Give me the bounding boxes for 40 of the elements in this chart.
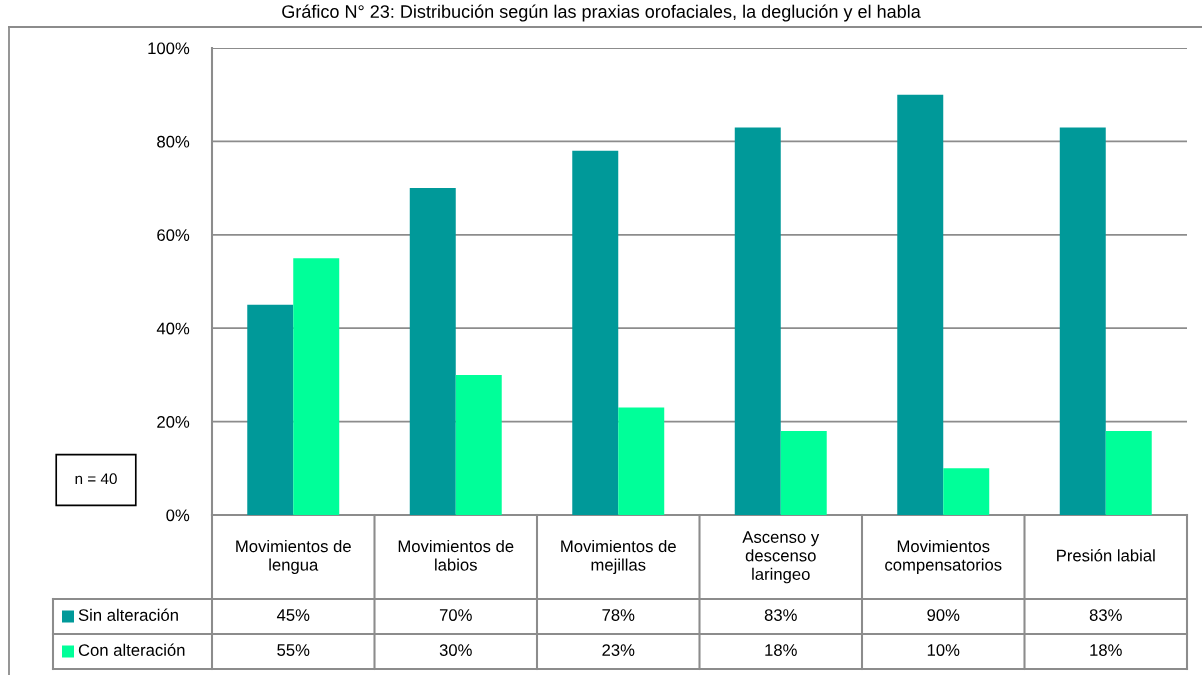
bar — [897, 94, 944, 515]
x-tick-label: Ascenso y descenso laringeo — [742, 531, 820, 584]
data-label: 55% — [277, 644, 310, 656]
bar — [780, 430, 827, 515]
y-tick-label: 0% — [166, 509, 190, 522]
data-label: 78% — [602, 609, 635, 621]
x-tick-label: Presión labial — [1057, 549, 1155, 562]
x-tick-label: Movimientos de lengua — [236, 539, 351, 575]
chart-title: Gráfico N° 23: Distribución según las praxias orofaciales, la deglución y el habla — [282, 4, 921, 22]
data-label: 18% — [1090, 644, 1122, 656]
bar — [1105, 430, 1152, 515]
bar — [572, 150, 619, 515]
bar — [618, 407, 665, 515]
legend-label: Sin alteración — [78, 608, 178, 621]
y-tick-label: 80% — [157, 135, 190, 148]
x-tick-label: Movimientos compensatorios — [885, 539, 1002, 575]
bar — [734, 127, 781, 515]
data-label: 90% — [927, 609, 960, 621]
x-tick-label: Movimientos de mejillas — [561, 539, 676, 575]
y-tick-label: 20% — [157, 416, 190, 428]
text: n = 40 — [75, 473, 117, 485]
bar — [943, 468, 990, 515]
data-label: 23% — [602, 644, 635, 656]
bar — [409, 188, 456, 515]
data-label: 45% — [276, 609, 310, 621]
x-tick-label: Movimientos de labios — [398, 539, 514, 571]
y-tick-label: 100% — [148, 42, 190, 55]
bar — [247, 304, 294, 515]
data-label: 70% — [439, 609, 472, 621]
data-label: 30% — [439, 644, 472, 656]
data-label: 18% — [765, 644, 797, 656]
data-label: 83% — [1089, 609, 1122, 621]
y-tick-label: 40% — [156, 322, 190, 335]
bar — [455, 374, 502, 515]
bar — [293, 258, 340, 515]
bar — [1059, 127, 1106, 515]
data-label: 83% — [764, 609, 797, 621]
y-tick-label: 60% — [157, 229, 190, 241]
data-label: 10% — [927, 644, 960, 656]
legend-label: Con alteración — [78, 643, 185, 656]
